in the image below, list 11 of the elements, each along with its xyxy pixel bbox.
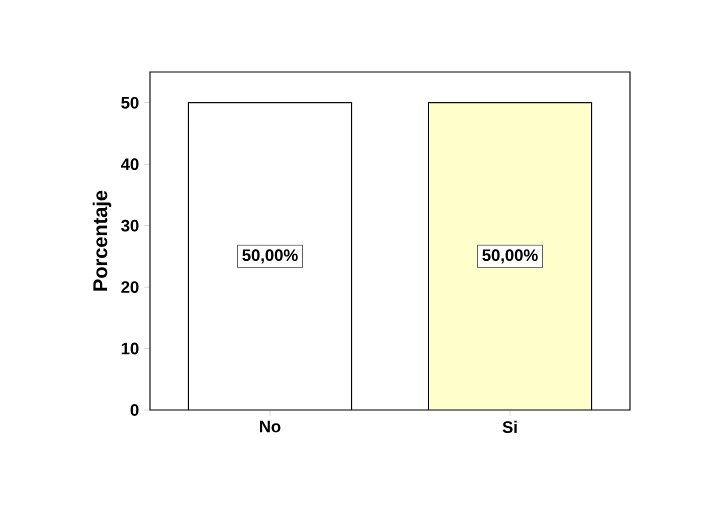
y-tick-label: 10 [122,342,139,354]
y-tick-label: 40 [121,158,139,170]
y-tick-label: 20 [121,281,139,293]
x-tick-label: Si [502,420,517,433]
y-tick-label: 50 [121,96,139,109]
y-tick-label: 30 [121,220,139,232]
data-label: 50,00% [242,249,298,264]
y-tick-label: 0 [130,404,139,416]
data-label: 50,00% [482,249,538,264]
x-tick-label: No [260,420,280,432]
y-axis-title: Porcentaje [92,190,112,291]
